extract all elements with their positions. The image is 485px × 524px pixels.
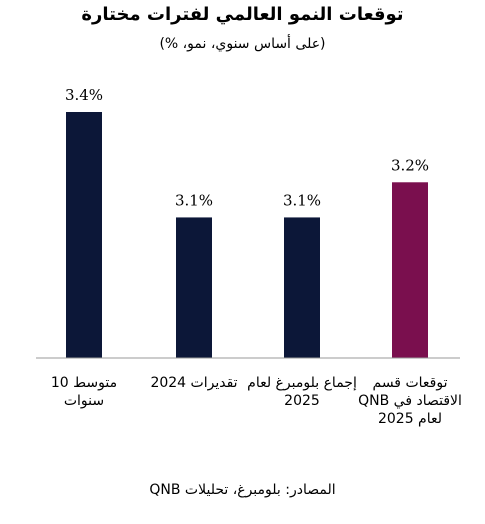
bar-3 [392,182,428,358]
category-label-qnb-forecast-2025: توقعات قسم الاقتصاد في QNB لعام 2025 [358,375,462,427]
bar-0 [66,112,102,358]
value-label-3: 3.2% [391,156,429,174]
category-label-2024-estimate: تقديرات 2024 [150,375,238,391]
bar-2 [284,217,320,358]
chart-title: توقعات النمو العالمي لفترات مختارة [81,4,404,25]
source-note: المصادر: بلومبرغ، تحليلات QNB [149,482,336,498]
value-label-2: 3.1% [283,191,321,209]
value-label-1: 3.1% [175,191,213,209]
bar-1 [176,217,212,358]
value-label-0: 3.4% [65,86,103,104]
chart-subtitle: (على أساس سنوي، نمو، %) [159,36,326,52]
category-label-10yr-average: متوسط 10 سنوات [50,375,118,409]
category-label-bloomberg-consensus-2025: إجماع بلومبرغ لعام 2025 [247,375,357,409]
